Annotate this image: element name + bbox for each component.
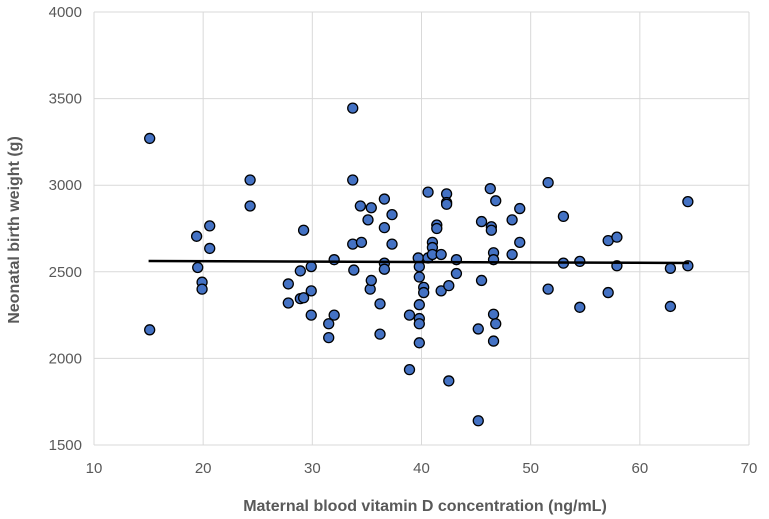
trendline-group bbox=[148, 259, 689, 265]
data-point bbox=[282, 278, 294, 290]
data-point bbox=[347, 174, 359, 186]
data-point bbox=[190, 230, 203, 242]
data-point bbox=[347, 102, 359, 114]
data-point bbox=[192, 261, 204, 274]
y-tick-label: 3000 bbox=[49, 177, 82, 194]
data-point bbox=[204, 220, 216, 232]
data-point bbox=[664, 300, 677, 313]
data-point bbox=[294, 265, 306, 277]
data-point bbox=[418, 286, 430, 299]
data-point bbox=[472, 415, 484, 427]
data-point bbox=[378, 263, 391, 275]
data-point bbox=[431, 222, 443, 235]
y-tick-label: 4000 bbox=[49, 4, 82, 21]
data-point bbox=[542, 283, 554, 295]
x-tick-label: 40 bbox=[413, 460, 430, 477]
data-point bbox=[443, 375, 455, 387]
data-point bbox=[348, 264, 360, 276]
data-point bbox=[490, 318, 502, 330]
data-point bbox=[472, 323, 484, 335]
data-point bbox=[305, 309, 317, 321]
data-point bbox=[413, 318, 425, 330]
data-point bbox=[365, 274, 377, 287]
x-tick-label: 50 bbox=[522, 460, 539, 477]
data-point bbox=[542, 176, 554, 189]
x-tick-label: 10 bbox=[86, 460, 103, 477]
data-point bbox=[365, 202, 377, 214]
y-tick-label: 1500 bbox=[49, 437, 82, 454]
data-point bbox=[323, 318, 335, 330]
data-point bbox=[485, 224, 498, 236]
data-point bbox=[354, 200, 367, 212]
data-point bbox=[506, 214, 518, 226]
data-point bbox=[355, 236, 368, 249]
data-point bbox=[374, 328, 386, 340]
data-point bbox=[386, 208, 398, 221]
data-point bbox=[514, 202, 526, 215]
data-point bbox=[475, 274, 488, 287]
data-point bbox=[682, 196, 694, 208]
data-point bbox=[328, 254, 340, 266]
data-point bbox=[413, 271, 425, 283]
data-point bbox=[323, 331, 335, 344]
data-point bbox=[602, 286, 614, 299]
y-tick-label: 2000 bbox=[49, 350, 82, 367]
data-point bbox=[664, 262, 677, 274]
x-tick-label: 60 bbox=[631, 460, 648, 477]
data-point bbox=[435, 248, 447, 261]
y-axis-title: Neonatal birth weight (g) bbox=[6, 136, 23, 324]
data-point bbox=[403, 364, 416, 376]
data-point bbox=[557, 210, 570, 223]
data-point bbox=[244, 200, 256, 212]
data-point bbox=[144, 132, 156, 145]
gridlines bbox=[93, 11, 750, 446]
data-point bbox=[611, 231, 623, 243]
data-point bbox=[403, 309, 416, 321]
x-tick-label: 70 bbox=[741, 460, 758, 477]
data-point bbox=[297, 292, 310, 304]
data-point bbox=[305, 260, 317, 273]
data-points bbox=[144, 102, 694, 427]
data-point bbox=[328, 309, 340, 321]
y-tick-label: 3500 bbox=[49, 91, 82, 108]
data-point bbox=[413, 299, 425, 311]
y-tick-label: 2500 bbox=[49, 264, 82, 281]
data-point bbox=[435, 285, 447, 297]
data-point bbox=[487, 335, 500, 347]
data-point bbox=[574, 301, 586, 313]
x-axis-title: Maternal blood vitamin D concentration (… bbox=[243, 498, 607, 515]
data-point bbox=[378, 221, 391, 234]
data-point bbox=[440, 198, 453, 210]
x-tick-label: 20 bbox=[195, 460, 212, 477]
data-point bbox=[443, 280, 455, 292]
data-point bbox=[297, 224, 310, 236]
data-point bbox=[386, 238, 398, 250]
data-point bbox=[487, 308, 500, 320]
data-point bbox=[450, 267, 463, 280]
data-point bbox=[244, 174, 256, 186]
data-point bbox=[422, 186, 434, 198]
data-point bbox=[475, 215, 488, 228]
data-point bbox=[204, 242, 216, 255]
data-point bbox=[374, 298, 386, 310]
data-point bbox=[305, 285, 317, 297]
data-point bbox=[413, 337, 425, 349]
data-point bbox=[196, 283, 208, 295]
x-tick-label: 30 bbox=[304, 460, 321, 477]
trendline bbox=[148, 259, 689, 265]
data-point bbox=[490, 195, 502, 207]
data-point bbox=[484, 183, 496, 195]
data-point bbox=[378, 193, 391, 205]
data-point bbox=[506, 248, 518, 261]
data-point bbox=[144, 324, 156, 336]
x-tick-labels: 10 20 30 40 50 60 70 bbox=[86, 460, 758, 477]
data-point bbox=[362, 214, 374, 226]
data-point bbox=[514, 236, 526, 249]
data-point bbox=[282, 297, 294, 309]
y-tick-labels: 1500 2000 2500 3000 3500 4000 bbox=[49, 4, 82, 454]
